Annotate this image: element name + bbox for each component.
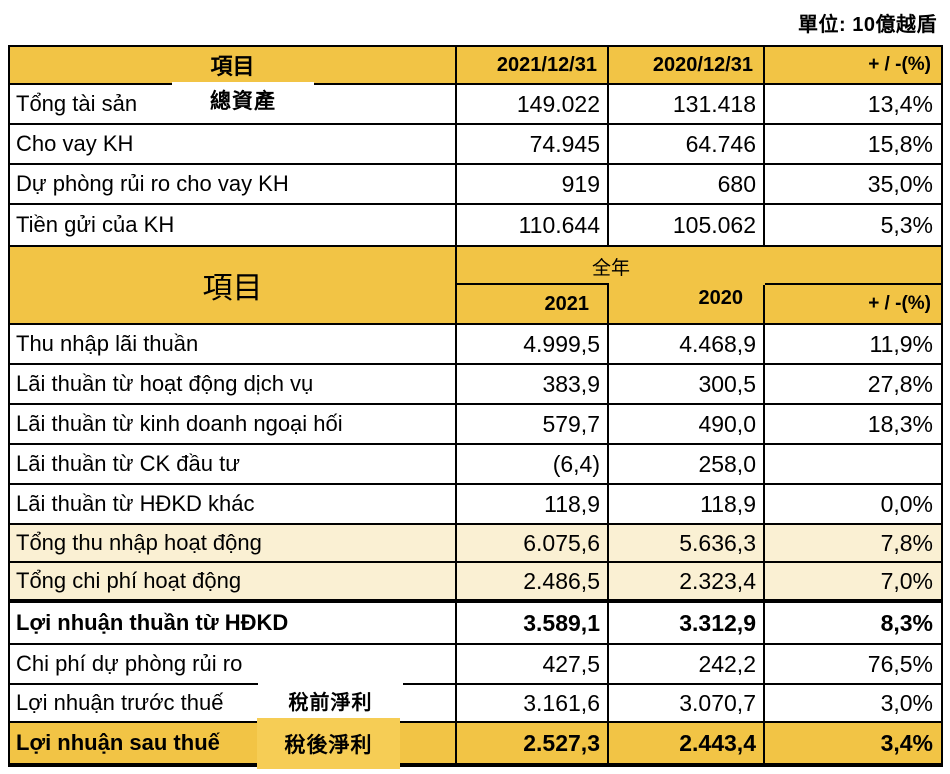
cell-change-pct: 35,0% [765,165,941,203]
cell-change-pct: 11,9% [765,325,941,363]
table-row-total-operating-costs: Tổng chi phí hoạt động 2.486,5 2.323,4 7… [10,563,941,603]
cell-change-pct: 7,0% [765,563,941,599]
full-year-label: 全年 [591,257,630,279]
cell-value-2021: 3.589,1 [457,603,609,643]
balance-header-row: 項目 2021/12/31 2020/12/31 + / -(%) [10,47,941,85]
cell-change-pct: 27,8% [765,365,941,403]
cell-change-pct [765,445,941,483]
cell-label: Lãi thuần từ HĐKD khác [10,485,457,523]
cell-value-2020: 2.443,4 [609,723,765,763]
header-date-2021: 2021/12/31 [457,47,609,83]
cell-value-2020: 3.070,7 [609,685,765,721]
header-year-2020-text: 2020 [698,286,744,309]
cell-change-pct: 5,3% [765,205,941,245]
annotation-pretax-profit: 稅前淨利 [258,681,403,719]
cell-value-2021: 919 [457,165,609,203]
cell-label: Lãi thuần từ hoạt động dịch vụ [10,365,457,403]
cell-value-2020: 131.418 [609,85,765,123]
cell-label: Dự phòng rủi ro cho vay KH [10,165,457,203]
income-header-block: 項目 全年 2021 2020 + / -(%) [10,247,941,325]
cell-value-2020: 105.062 [609,205,765,245]
cell-change-pct: 76,5% [765,645,941,683]
header-date-2020: 2020/12/31 [609,47,765,83]
financial-table: 項目 2021/12/31 2020/12/31 + / -(%) Tổng t… [8,45,943,767]
year-subheader-row: 2021 2020 + / -(%) [457,285,941,323]
table-row-pretax-profit: Lợi nhuận trước thuế 3.161,6 3.070,7 3,0… [10,685,941,723]
cell-value-2021: (6,4) [457,445,609,483]
cell-value-2020: 490,0 [609,405,765,443]
cell-label: Tiền gửi của KH [10,205,457,245]
header-year-2021: 2021 [457,285,609,323]
cell-value-2020: 300,5 [609,365,765,403]
cell-value-2021: 110.644 [457,205,609,245]
cell-label: Thu nhập lãi thuần [10,325,457,363]
cell-label: Lợi nhuận thuần từ HĐKD [10,603,457,643]
cell-value-2020: 258,0 [609,445,765,483]
cell-label: Lãi thuần từ kinh doanh ngoại hối [10,405,457,443]
cell-value-2021: 6.075,6 [457,525,609,561]
cell-value-2020: 680 [609,165,765,203]
cell-value-2021: 579,7 [457,405,609,443]
cell-value-2020: 5.636,3 [609,525,765,561]
income-header-right: 全年 2021 2020 + / -(%) [457,247,941,323]
unit-note: 單位: 10億越盾 [798,14,937,36]
cell-value-2020: 2.323,4 [609,563,765,599]
table-row-forex-income: Lãi thuần từ kinh doanh ngoại hối 579,7 … [10,405,941,445]
cell-label: Tổng thu nhập hoạt động [10,525,457,561]
cell-value-2021: 118,9 [457,485,609,523]
cell-value-2021: 2.527,3 [457,723,609,763]
cell-change-pct: 3,4% [765,723,941,763]
annotation-aftertax-profit: 稅後淨利 [257,718,400,769]
border-segment [457,283,609,285]
cell-value-2020: 242,2 [609,645,765,683]
table-row-loan-provisions: Dự phòng rủi ro cho vay KH 919 680 35,0% [10,165,941,205]
cell-value-2020: 4.468,9 [609,325,765,363]
table-row-securities-income: Lãi thuần từ CK đầu tư (6,4) 258,0 [10,445,941,485]
cell-label: Lãi thuần từ CK đầu tư [10,445,457,483]
table-row-total-assets: Tổng tài sản 149.022 131.418 13,4% [10,85,941,125]
table-row-aftertax-profit: Lợi nhuận sau thuế 2.527,3 2.443,4 3,4% [10,723,941,763]
header-change-pct: + / -(%) [765,47,941,83]
cell-change-pct: 15,8% [765,125,941,163]
table-row-other-income: Lãi thuần từ HĐKD khác 118,9 118,9 0,0% [10,485,941,525]
full-year-band: 全年 [457,247,941,285]
cell-value-2021: 74.945 [457,125,609,163]
cell-change-pct: 18,3% [765,405,941,443]
border-segment [765,283,941,285]
cell-value-2021: 2.486,5 [457,563,609,599]
cell-value-2021: 383,9 [457,365,609,403]
header-change-pct: + / -(%) [765,285,941,323]
cell-change-pct: 8,3% [765,603,941,643]
cell-value-2021: 427,5 [457,645,609,683]
table-row-total-operating-income: Tổng thu nhập hoạt động 6.075,6 5.636,3 … [10,525,941,563]
cell-value-2021: 149.022 [457,85,609,123]
header-item-label: 項目 [10,47,457,83]
header-item-label: 項目 [10,247,457,323]
table-row-net-interest-income: Thu nhập lãi thuần 4.999,5 4.468,9 11,9% [10,325,941,365]
cell-label: Cho vay KH [10,125,457,163]
cell-change-pct: 3,0% [765,685,941,721]
annotation-total-assets: 總資產 [172,82,314,118]
cell-value-2020: 118,9 [609,485,765,523]
cell-value-2021: 4.999,5 [457,325,609,363]
table-row-provision-expenses: Chi phí dự phòng rủi ro 427,5 242,2 76,5… [10,645,941,685]
cell-change-pct: 13,4% [765,85,941,123]
cell-change-pct: 0,0% [765,485,941,523]
table-row-net-operating-profit: Lợi nhuận thuần từ HĐKD 3.589,1 3.312,9 … [10,603,941,645]
cell-value-2020: 64.746 [609,125,765,163]
cell-change-pct: 7,8% [765,525,941,561]
header-year-2020: 2020 [609,285,765,323]
cell-label: Chi phí dự phòng rủi ro [10,645,457,683]
table-row-customer-loans: Cho vay KH 74.945 64.746 15,8% [10,125,941,165]
cell-value-2021: 3.161,6 [457,685,609,721]
table-row-customer-deposits: Tiền gửi của KH 110.644 105.062 5,3% [10,205,941,247]
table-row-service-income: Lãi thuần từ hoạt động dịch vụ 383,9 300… [10,365,941,405]
cell-value-2020: 3.312,9 [609,603,765,643]
cell-label: Tổng chi phí hoạt động [10,563,457,599]
